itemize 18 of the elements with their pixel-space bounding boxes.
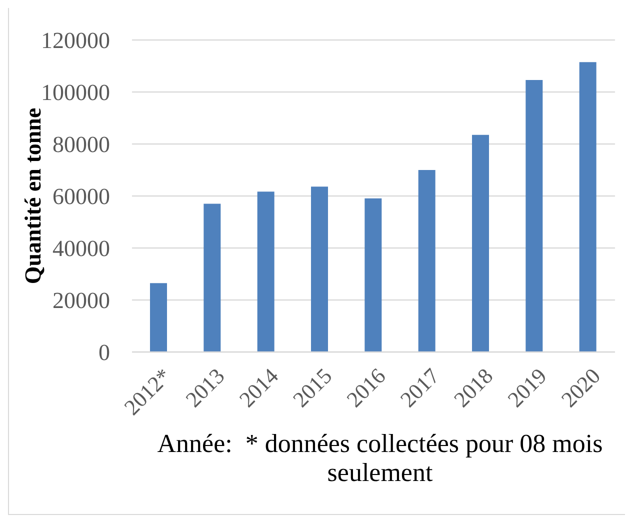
y-tick-label: 60000: [52, 184, 110, 210]
bar: [526, 80, 543, 352]
y-axis-title: Quantité en tonne: [20, 108, 46, 284]
bar: [579, 62, 596, 352]
y-tick-label: 20000: [52, 288, 110, 314]
bar: [204, 204, 221, 352]
bar: [364, 198, 382, 352]
y-tick-label: 0: [98, 340, 110, 366]
x-axis-title: Année: * données collectées pour 08 mois seulement: [156, 429, 604, 487]
bar: [257, 192, 274, 352]
bar: [150, 283, 167, 352]
y-tick-label: 40000: [52, 236, 110, 262]
bar: [418, 170, 436, 352]
y-tick-label: 120000: [41, 28, 110, 54]
y-tick-label: 100000: [41, 80, 110, 106]
y-tick-label: 80000: [52, 132, 110, 158]
bar: [311, 186, 328, 352]
bar: [472, 134, 489, 352]
